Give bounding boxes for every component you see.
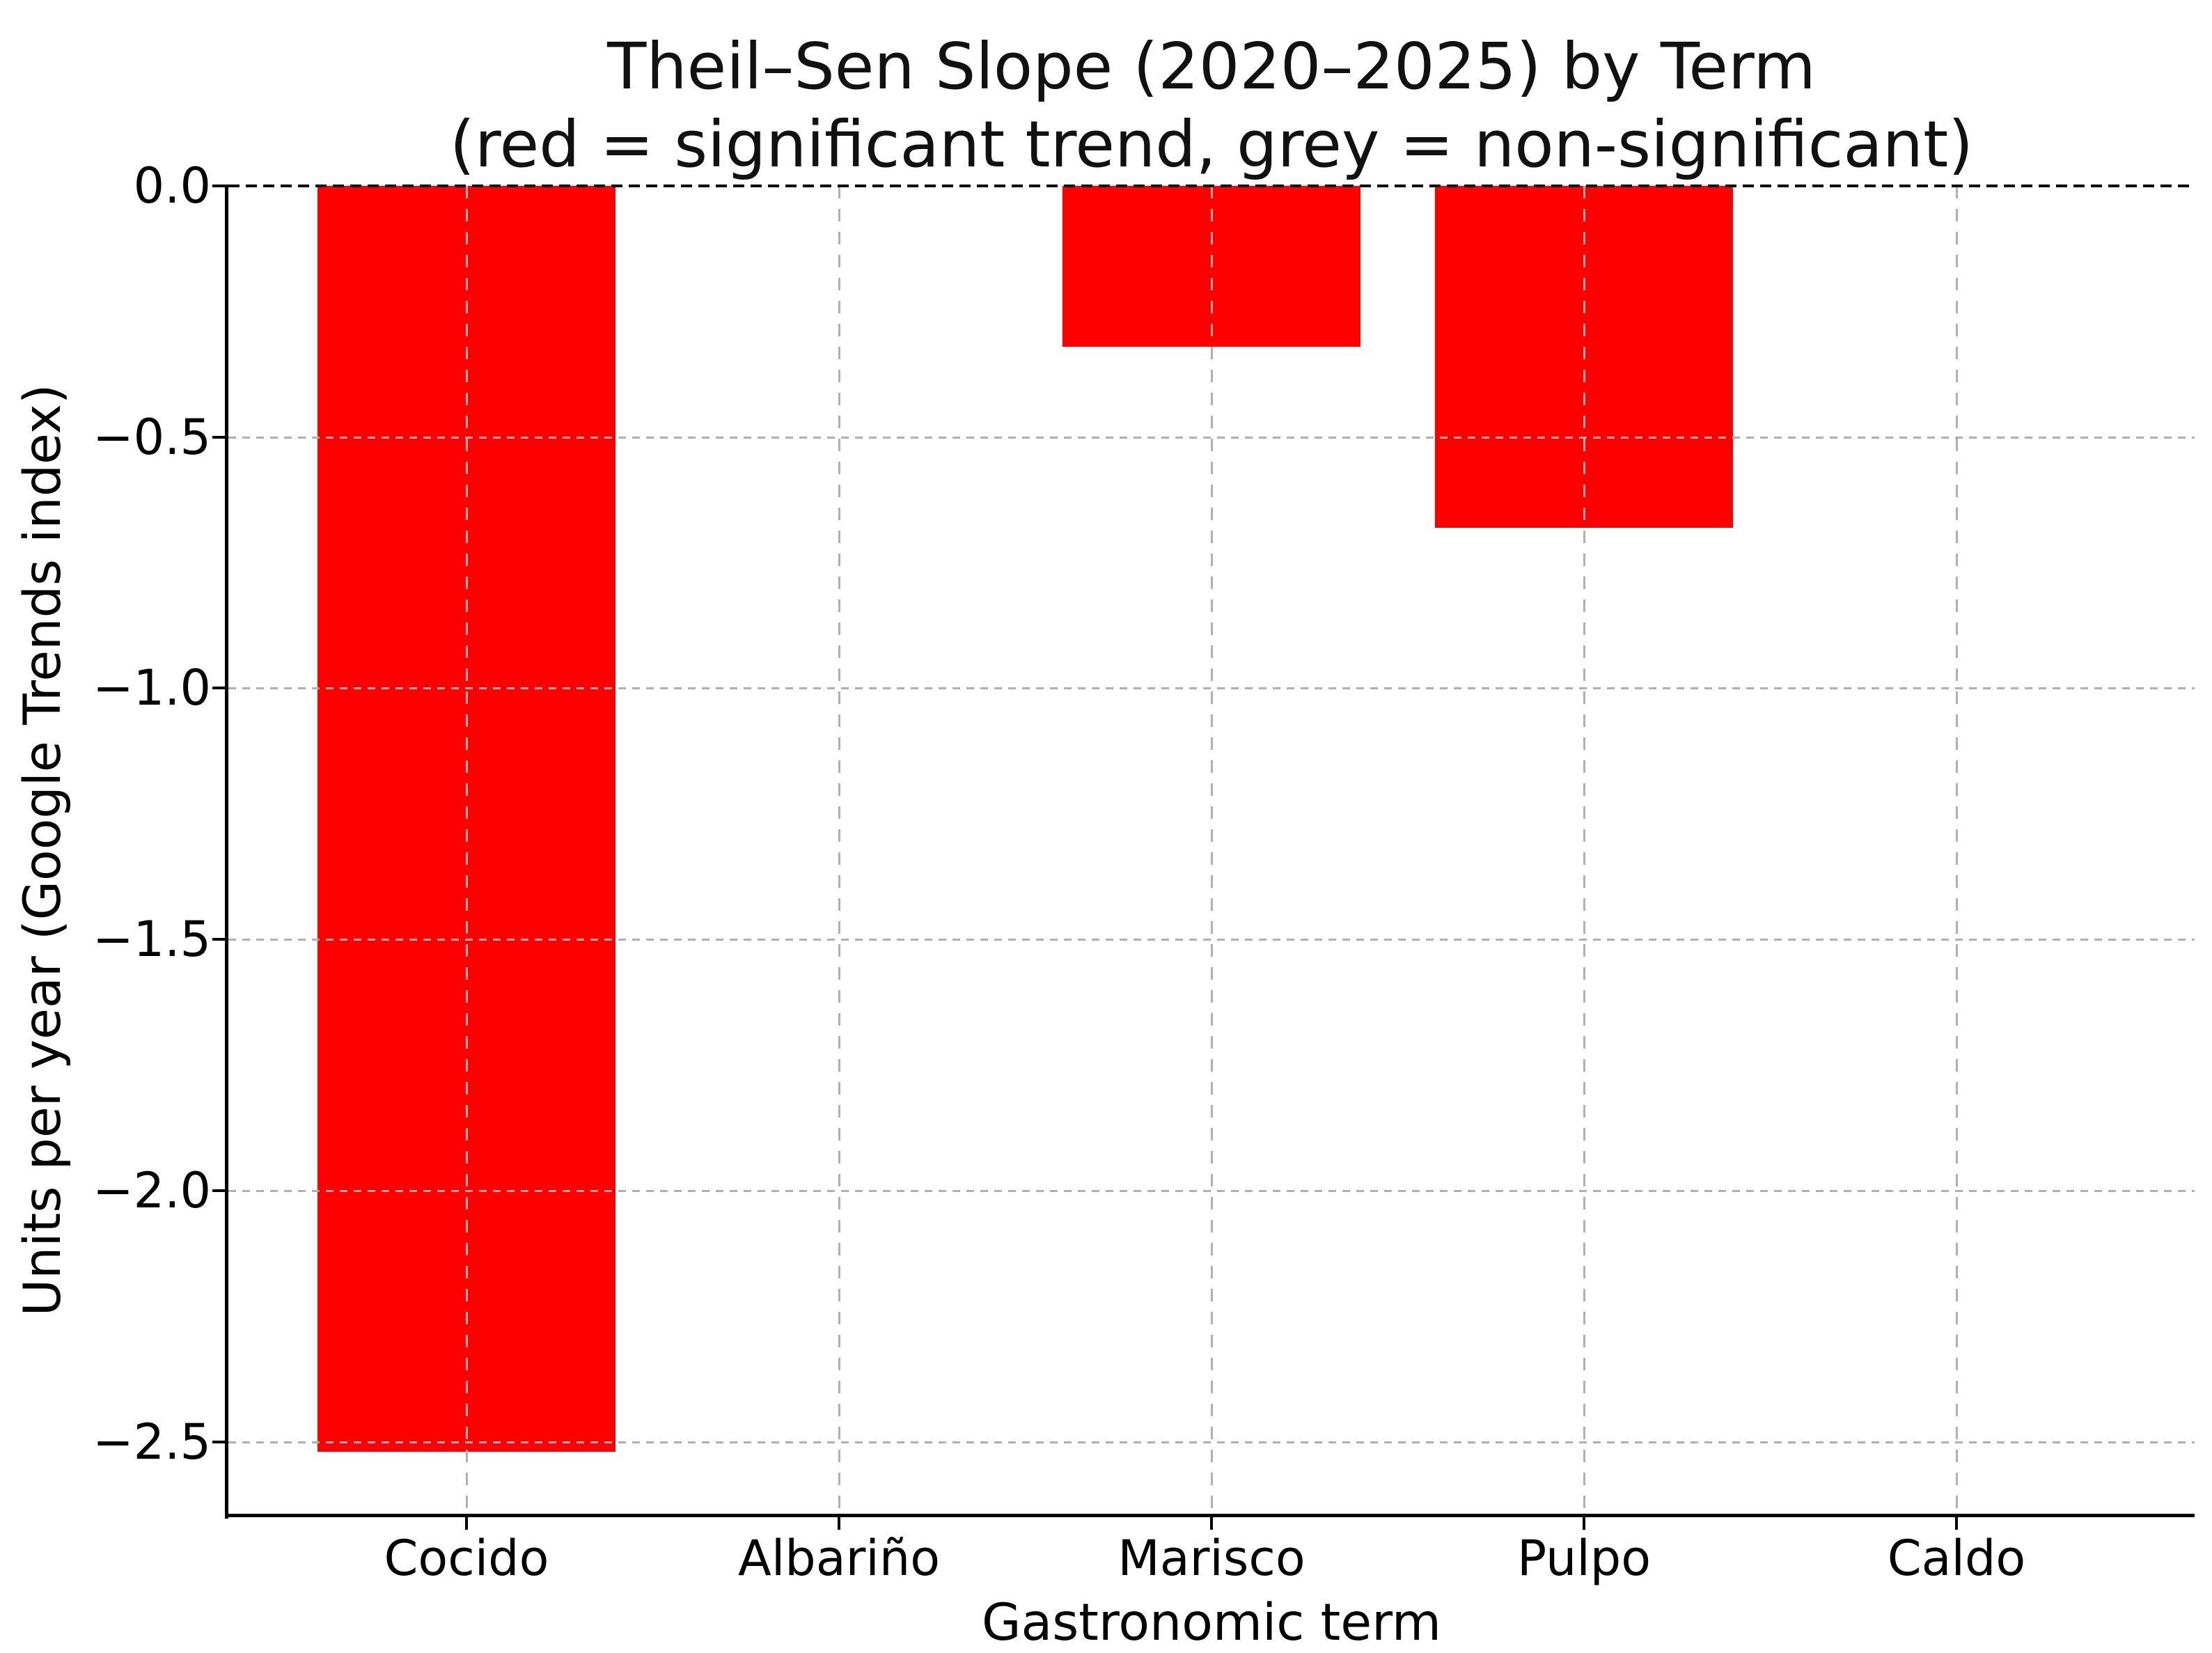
y-tick-label: 0.0 [133, 157, 211, 214]
x-tick-label: Albariño [737, 1530, 941, 1587]
chart-subtitle: (red = significant trend, grey = non-sig… [449, 107, 1974, 182]
y-tick-label: −2.5 [93, 1413, 211, 1471]
x-tick-mark [1210, 1517, 1213, 1530]
h-gridline [228, 687, 2195, 689]
y-tick-label: −1.5 [93, 911, 211, 968]
y-tick-label: −0.5 [93, 409, 211, 466]
chart-title: Theil–Sen Slope (2020–2025) by Term [607, 29, 1816, 104]
x-tick-mark [1955, 1517, 1958, 1530]
chart-title-block: Theil–Sen Slope (2020–2025) by Term (red… [228, 28, 2195, 184]
y-tick-label: −1.0 [93, 659, 211, 716]
v-gridline [838, 186, 840, 1515]
v-gridline [1583, 186, 1585, 1515]
v-gridline [1956, 186, 1958, 1515]
x-tick-mark [465, 1517, 468, 1530]
h-gridline [228, 437, 2195, 439]
x-tick-label: Marisco [1117, 1530, 1305, 1587]
y-tick-label: −2.0 [93, 1162, 211, 1219]
h-gridline [228, 1441, 2195, 1443]
x-tick-mark [1583, 1517, 1585, 1530]
bottom-spine [225, 1514, 2195, 1517]
y-tick-mark [212, 1441, 225, 1443]
y-tick-mark [212, 1189, 225, 1192]
zero-line [228, 185, 2195, 187]
x-tick-mark [838, 1517, 840, 1530]
y-tick-mark [212, 687, 225, 689]
h-gridline [228, 939, 2195, 941]
x-tick-label: Caldo [1887, 1530, 2026, 1587]
v-gridline [1211, 186, 1213, 1515]
x-axis-title: Gastronomic term [981, 1593, 1442, 1652]
v-gridline [466, 186, 468, 1515]
y-tick-mark [212, 185, 225, 187]
x-tick-label: Pulpo [1516, 1530, 1652, 1587]
left-spine [225, 185, 228, 1519]
y-tick-mark [212, 938, 225, 941]
h-gridline [228, 1190, 2195, 1192]
x-tick-label: Cocido [384, 1530, 549, 1587]
y-tick-mark [212, 436, 225, 439]
